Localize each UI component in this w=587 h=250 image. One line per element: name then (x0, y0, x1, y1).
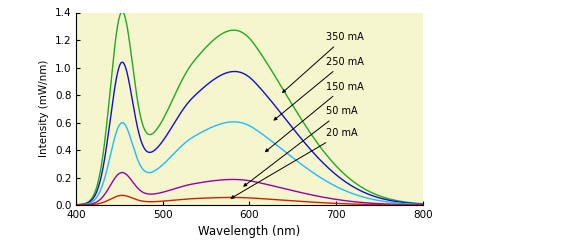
Y-axis label: Intensity (mW/nm): Intensity (mW/nm) (39, 60, 49, 158)
Text: 250 mA: 250 mA (274, 57, 363, 120)
X-axis label: Wavelength (nm): Wavelength (nm) (198, 226, 301, 238)
Text: 20 mA: 20 mA (231, 128, 357, 198)
Text: 350 mA: 350 mA (283, 32, 363, 92)
Text: 50 mA: 50 mA (244, 106, 357, 186)
Text: 150 mA: 150 mA (265, 82, 363, 152)
